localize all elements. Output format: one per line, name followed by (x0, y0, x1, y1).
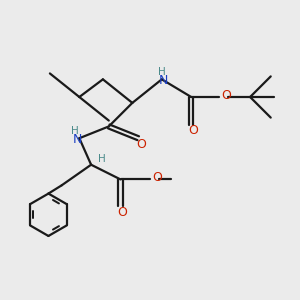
Text: H: H (98, 154, 105, 164)
Text: O: O (188, 124, 198, 137)
Text: O: O (152, 172, 162, 184)
Text: N: N (73, 133, 83, 146)
Text: O: O (221, 89, 231, 102)
Text: N: N (159, 74, 168, 87)
Text: O: O (136, 138, 146, 151)
Text: O: O (117, 206, 127, 219)
Text: H: H (158, 67, 166, 77)
Text: H: H (71, 126, 79, 136)
